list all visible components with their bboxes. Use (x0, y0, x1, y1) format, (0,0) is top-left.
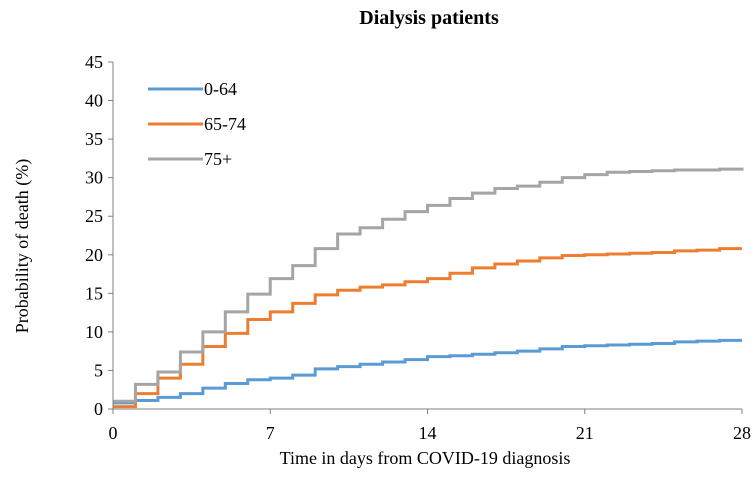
legend: 0-64 65-74 75+ (148, 79, 246, 169)
y-tick-label: 25 (85, 206, 103, 226)
y-tick-label: 10 (85, 322, 103, 342)
x-tick-label: 28 (733, 423, 751, 443)
x-tick-label: 7 (266, 423, 275, 443)
y-tick-label: 20 (85, 245, 103, 265)
legend-label-65-74: 65-74 (204, 114, 246, 134)
y-tick-label: 0 (94, 399, 103, 419)
y-tick-label: 45 (85, 52, 103, 72)
x-tick-label: 0 (109, 423, 118, 443)
series-line-75+ (113, 167, 744, 403)
x-tick-label: 14 (419, 423, 437, 443)
series-line-0-64 (113, 338, 742, 405)
x-axis-label: Time in days from COVID-19 diagnosis (280, 448, 571, 468)
x-tick-label: 21 (576, 423, 594, 443)
legend-label-75+: 75+ (204, 149, 232, 169)
chart-title: Dialysis patients (359, 7, 499, 29)
series-line-65-74 (113, 247, 742, 409)
y-tick-label: 35 (85, 129, 103, 149)
plot-area (113, 167, 744, 409)
y-tick-label: 15 (85, 283, 103, 303)
axes: 0 5 10 15 20 25 30 35 40 45 0 7 14 21 28 (85, 52, 751, 443)
y-tick-label: 5 (94, 360, 103, 380)
y-axis-label: Probability of death (%) (12, 159, 33, 333)
y-tick-label: 40 (85, 91, 103, 111)
y-tick-label: 30 (85, 168, 103, 188)
legend-label-0-64: 0-64 (204, 79, 237, 99)
